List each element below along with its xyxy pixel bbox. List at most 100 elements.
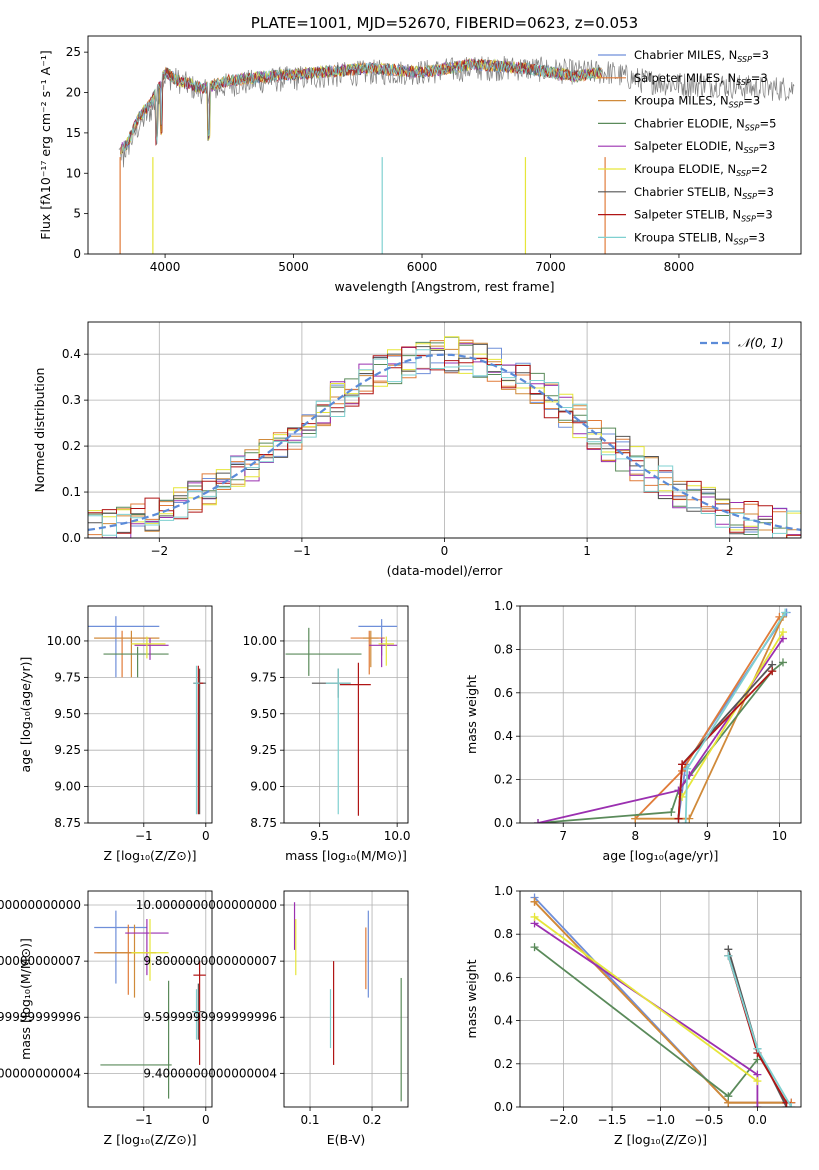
y-tick-label: 1.0: [494, 599, 513, 613]
legend-entry-sub: SSP: [734, 237, 749, 246]
x-tick-label: 6000: [407, 260, 438, 274]
errorbar-point: [193, 989, 200, 1040]
legend-entry: 𝒩(0, 1): [738, 335, 784, 350]
legend-entry-sub: SSP: [744, 146, 759, 155]
plot-area-weight_vs_Z: [530, 893, 796, 1107]
legend-entry-value: =3: [752, 48, 769, 62]
errorbar-point: [369, 638, 398, 668]
legend-entry: Chabrier STELIB, NSSP=3: [634, 185, 774, 201]
y-tick-label: 25: [66, 45, 81, 59]
x-tick-label: −1: [135, 1113, 153, 1127]
legend-entry-sub: SSP: [741, 215, 756, 224]
x-axis-label: E(B-V): [327, 1132, 366, 1147]
x-tick-label: 9.5: [310, 829, 329, 843]
errorbar-point: [193, 961, 206, 1065]
x-tick-label: −2: [150, 544, 168, 558]
histogram-step: [88, 349, 801, 538]
plot-area-mass_vs_Z: [94, 910, 206, 1099]
x-tick-label: −2.0: [549, 1113, 578, 1127]
errorbar-point: [131, 919, 169, 981]
x-tick-label: 1: [583, 544, 591, 558]
y-tick-label: 9.25: [54, 743, 81, 757]
y-axis-label: mass weight: [464, 675, 479, 754]
legend-entry-sub: SSP: [736, 169, 751, 178]
legend-entry: Chabrier ELODIE, NSSP=5: [634, 116, 776, 132]
x-axis-label: Z [log₁₀(Z/Z⊙)]: [104, 1132, 197, 1147]
legend-entry-value: =3: [748, 230, 765, 244]
series-marker: [681, 819, 690, 823]
y-tick-label: 9.25: [250, 743, 277, 757]
series-marker: [778, 658, 787, 667]
series-marker: [667, 808, 676, 817]
y-tick-label: 9.00: [250, 780, 277, 794]
plot-area-age_vs_Z: [88, 616, 206, 815]
legend-entry: Kroupa ELODIE, NSSP=2: [634, 162, 768, 178]
y-tick-label: 8.75: [54, 816, 81, 830]
normal-distribution-curve: [88, 353, 801, 531]
series-marker: [683, 764, 692, 773]
errorbar-point: [94, 910, 147, 984]
plot-area-weight_vs_age: [534, 608, 791, 823]
x-axis-label: wavelength [Angstrom, rest frame]: [334, 279, 554, 294]
axes-frame: [283, 605, 409, 824]
legend-entry: Salpeter STELIB, NSSP=3: [634, 208, 773, 224]
legend-entry-sub: SSP: [737, 55, 752, 64]
axes-frame: [519, 890, 802, 1108]
y-tick-label: 0.6: [494, 686, 513, 700]
legend-entry: Chabrier MILES, NSSP=3: [634, 48, 769, 64]
x-axis-label: age [log₁₀(age/yr)]: [603, 848, 719, 863]
errorbar-point: [100, 980, 172, 1099]
plot-area-mass_vs_EBV: [293, 902, 402, 1102]
series-marker: [778, 628, 787, 637]
series-marker: [753, 1103, 762, 1107]
axes-age_vs_mass: 9.5 10.0 8.75 9.00 9.25 9.50 9.75 10.00 mass [lo…: [243, 605, 411, 863]
y-tick-label: 0.0: [494, 1100, 513, 1114]
y-tick-label: 0.0: [62, 531, 81, 545]
errorbar-point: [134, 638, 169, 660]
y-tick-label: 9.5999999999999996: [0, 1010, 81, 1024]
plot-area-residuals: [88, 336, 801, 538]
axes-frame: [87, 890, 213, 1108]
legend-entry-name: Salpeter STELIB, N: [634, 208, 741, 222]
series-marker: [534, 819, 543, 823]
x-tick-label: 10.0: [384, 829, 411, 843]
errorbar-point: [193, 665, 200, 815]
series-marker: [753, 1077, 762, 1086]
series-marker: [530, 897, 539, 906]
y-tick-label: 10.0000000000000000: [136, 898, 277, 912]
legend-entry: Kroupa STELIB, NSSP=3: [634, 230, 765, 246]
axes-mass_vs_EBV: 0.1 0.2 9.4000000000000004 9.59999999999999…: [136, 890, 409, 1147]
series-marker: [781, 608, 790, 617]
x-tick-label: 0: [441, 544, 449, 558]
series-marker: [530, 943, 539, 952]
x-tick-label: 9: [704, 829, 712, 843]
series-line: [533, 901, 792, 1104]
legend-entry-name: Chabrier MILES, N: [634, 48, 737, 62]
x-tick-label: 0: [202, 829, 210, 843]
legend-entry-sub: SSP: [742, 192, 757, 201]
y-tick-label: 0.8: [494, 642, 513, 656]
axes-frame: [519, 605, 802, 824]
errorbar-point: [350, 630, 385, 675]
y-tick-label: 20: [66, 86, 81, 100]
y-tick-label: 9.75: [250, 670, 277, 684]
y-tick-label: 0.4: [62, 347, 81, 361]
axes-spectrum: 4000 5000 6000 7000 8000 0 5 10 15 20 25 wavelength…: [38, 14, 802, 294]
y-tick-label: 10.00: [243, 634, 277, 648]
legend-entry-value: =3: [751, 71, 768, 85]
y-tick-label: 10.00: [47, 634, 81, 648]
x-tick-label: 0.0: [748, 1113, 767, 1127]
y-axis-label: mass weight: [464, 959, 479, 1038]
y-tick-label: 0.2: [494, 1057, 513, 1071]
legend-entry-name: Salpeter MILES, N: [634, 71, 736, 85]
y-tick-label: 1.0: [494, 884, 513, 898]
y-tick-label: 0.3: [62, 393, 81, 407]
x-axis-label: mass [log₁₀(M/M⊙)]: [285, 848, 407, 863]
legend-entry-name: Kroupa MILES, N: [634, 94, 729, 108]
y-tick-label: 9.50: [54, 707, 81, 721]
axes-frame: [87, 605, 213, 824]
y-tick-label: 0.2: [494, 773, 513, 787]
errorbar-point: [325, 668, 351, 815]
series-marker: [631, 814, 640, 823]
